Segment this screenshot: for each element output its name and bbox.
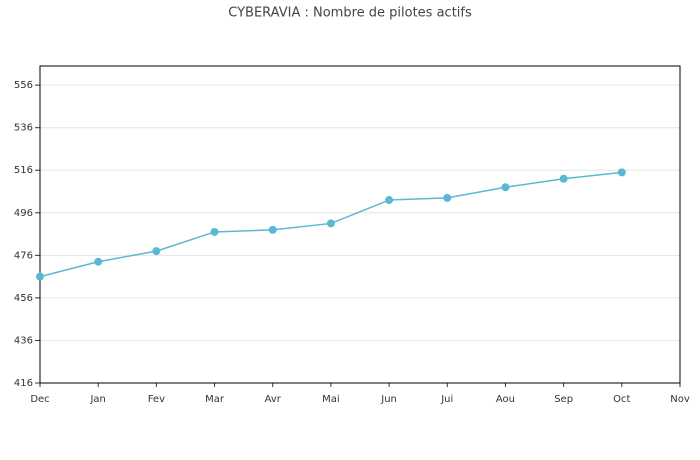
point — [559, 174, 568, 183]
y-tick-label: 476 — [14, 250, 33, 261]
x-tick-label: Aou — [496, 394, 515, 405]
x-tick-label: Jui — [440, 394, 453, 405]
point — [36, 272, 44, 281]
point — [268, 225, 277, 234]
point — [617, 168, 626, 177]
point — [94, 257, 103, 266]
y-tick-label: 436 — [14, 335, 33, 346]
plot-frame — [39, 65, 681, 384]
y-tick-label: 536 — [14, 123, 33, 134]
x-tick-label: Jun — [380, 394, 397, 405]
y-tick-label: 556 — [14, 80, 33, 91]
x-tick-label: Jan — [89, 394, 105, 405]
x-tick-label: Nov — [670, 394, 690, 405]
point — [326, 219, 335, 228]
point — [210, 227, 219, 236]
x-tick-label: Avr — [265, 394, 282, 405]
x-tick-label: Mar — [205, 394, 225, 405]
y-tick-label: 516 — [14, 165, 33, 176]
point — [443, 193, 452, 202]
x-tick-label: Fev — [148, 394, 165, 405]
y-tick-label: 416 — [14, 378, 33, 389]
x-tick-label: Mai — [322, 394, 340, 405]
point — [152, 247, 161, 256]
x-tick-label: Oct — [613, 394, 630, 405]
x-tick-label: Sep — [554, 394, 573, 405]
point — [385, 196, 394, 205]
chart-title: CYBERAVIA : Nombre de pilotes actifs — [228, 6, 472, 21]
y-tick-label: 456 — [14, 293, 33, 304]
x-tick-label: Dec — [30, 394, 49, 405]
y-tick-label: 496 — [14, 208, 33, 219]
point — [501, 183, 510, 192]
